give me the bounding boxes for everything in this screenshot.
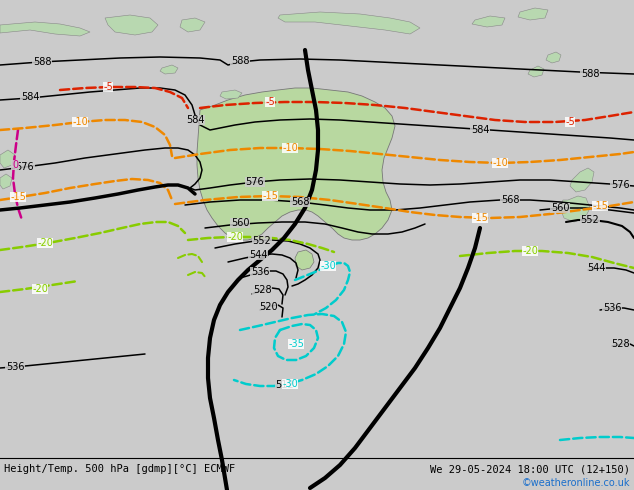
Text: 588: 588: [231, 56, 249, 66]
Text: -15: -15: [592, 201, 608, 211]
Text: 528: 528: [611, 339, 630, 349]
Text: -10: -10: [72, 117, 88, 127]
Polygon shape: [0, 150, 15, 168]
Text: -5: -5: [103, 82, 113, 92]
Text: 536: 536: [251, 267, 269, 277]
Text: 536: 536: [6, 362, 24, 372]
Text: 568: 568: [291, 197, 309, 207]
Text: 536: 536: [603, 303, 621, 313]
Polygon shape: [518, 8, 548, 20]
Polygon shape: [295, 250, 314, 270]
Text: 552: 552: [581, 215, 599, 225]
Text: ©weatheronline.co.uk: ©weatheronline.co.uk: [522, 478, 630, 488]
Text: -30: -30: [320, 261, 336, 271]
Text: -20: -20: [37, 238, 53, 248]
Text: 544: 544: [586, 263, 605, 273]
Text: 512: 512: [276, 380, 294, 390]
Text: 588: 588: [33, 57, 51, 67]
Polygon shape: [0, 174, 12, 189]
Text: -20: -20: [32, 284, 48, 294]
Text: 552: 552: [252, 236, 271, 246]
Text: 528: 528: [253, 285, 271, 295]
Text: -15: -15: [262, 191, 278, 201]
Polygon shape: [197, 88, 395, 240]
Text: -15: -15: [10, 192, 26, 202]
Text: 576: 576: [246, 177, 264, 187]
Text: -5: -5: [565, 117, 575, 127]
Polygon shape: [180, 18, 205, 32]
Text: 584: 584: [471, 125, 489, 135]
Text: -35: -35: [288, 339, 304, 349]
Polygon shape: [0, 22, 90, 36]
Text: -20: -20: [522, 246, 538, 256]
Polygon shape: [220, 90, 242, 99]
Text: 576: 576: [611, 180, 630, 190]
Polygon shape: [560, 196, 590, 222]
Polygon shape: [278, 12, 420, 34]
Text: -15: -15: [472, 213, 488, 223]
Polygon shape: [472, 16, 505, 27]
Text: 584: 584: [21, 92, 39, 102]
Text: 588: 588: [581, 69, 599, 79]
Text: -5: -5: [265, 97, 275, 107]
Text: 544: 544: [249, 250, 268, 260]
Text: 568: 568: [501, 195, 519, 205]
Text: 560: 560: [231, 218, 249, 228]
Text: -30: -30: [282, 379, 298, 389]
Text: -20: -20: [227, 232, 243, 242]
Polygon shape: [105, 15, 158, 35]
Text: -10: -10: [282, 143, 298, 153]
Polygon shape: [570, 168, 594, 192]
Text: 560: 560: [551, 203, 569, 213]
Text: 0: 0: [12, 160, 18, 170]
Text: -10: -10: [492, 158, 508, 168]
Text: We 29-05-2024 18:00 UTC (12+150): We 29-05-2024 18:00 UTC (12+150): [430, 464, 630, 474]
Polygon shape: [160, 65, 178, 74]
Polygon shape: [528, 66, 544, 77]
Text: 520: 520: [259, 302, 277, 312]
Polygon shape: [546, 52, 561, 63]
Text: Height/Temp. 500 hPa [gdmp][°C] ECMWF: Height/Temp. 500 hPa [gdmp][°C] ECMWF: [4, 464, 235, 474]
Text: 576: 576: [16, 162, 34, 172]
Text: 584: 584: [186, 115, 204, 125]
